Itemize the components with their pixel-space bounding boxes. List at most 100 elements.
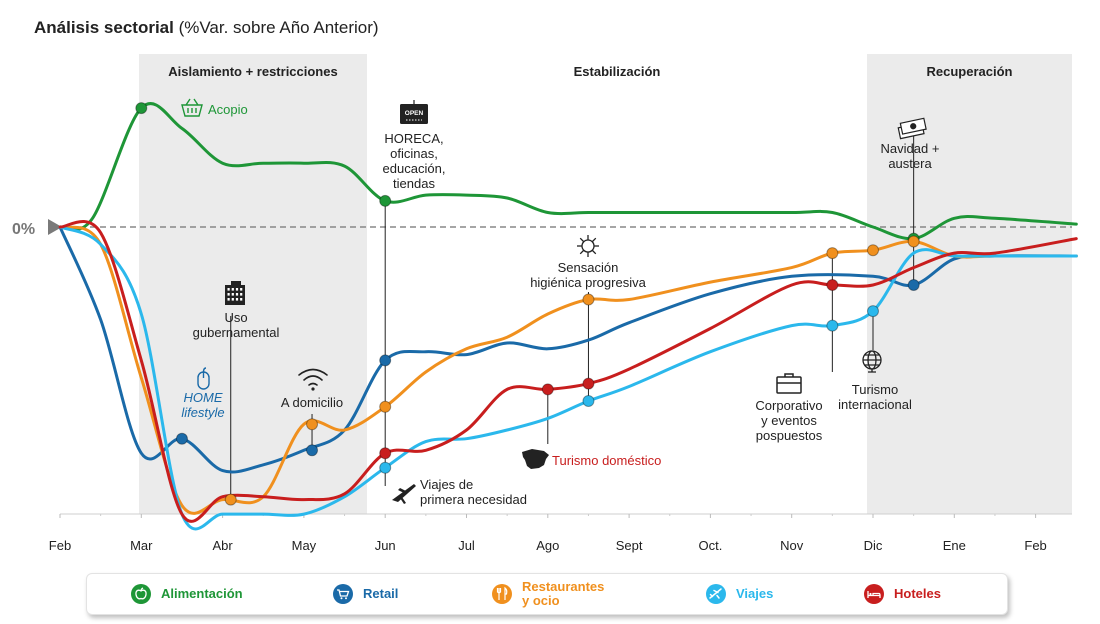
- wifi-arc-3: [308, 382, 318, 386]
- data-point: [582, 377, 595, 390]
- annotation-horeca-line: educación,: [383, 161, 446, 176]
- annotation-horeca-line: HORECA,: [384, 131, 443, 146]
- x-tick-label: Mar: [130, 538, 153, 553]
- legend-item-alimentacion: Alimentación: [131, 574, 243, 614]
- data-point: [135, 102, 148, 115]
- building-window: [235, 293, 239, 296]
- annotation-turismo-domestico: Turismo doméstico: [552, 453, 661, 468]
- spain-shape: [522, 449, 549, 469]
- briefcase-body: [776, 376, 802, 394]
- building-window: [227, 293, 230, 296]
- airplane-icon: [706, 584, 726, 604]
- legend-item-retail: Retail: [333, 574, 398, 614]
- data-point: [306, 418, 319, 431]
- building-window: [240, 288, 243, 291]
- data-point: [867, 305, 879, 318]
- building-window: [231, 298, 234, 301]
- wifi-icon: [298, 368, 328, 391]
- legend-label-restaurantes: Restaurantes y ocio: [522, 580, 604, 608]
- mouse-cable: [202, 367, 207, 373]
- annotation-turismo-internacional-line: internacional: [838, 397, 912, 412]
- legend-label-alimentacion: Alimentación: [161, 586, 243, 601]
- x-tick-label: Nov: [780, 538, 804, 553]
- chart-title: Análisis sectorial (%Var. sobre Año Ante…: [34, 18, 379, 38]
- bed-icon: [864, 584, 884, 604]
- annotation-corporativo-line: pospuestos: [756, 428, 823, 443]
- data-point: [379, 400, 392, 413]
- zero-label: 0%: [12, 221, 35, 238]
- annotation-corporativo-line: y eventos: [761, 413, 817, 428]
- annotation-corporativo: Corporativo y eventos pospuestos: [755, 398, 822, 443]
- fork-knife-icon: [492, 584, 512, 604]
- chart-title-rest: (%Var. sobre Año Anterior): [173, 18, 379, 37]
- data-point: [826, 319, 839, 332]
- open-sign-text: OPEN: [405, 110, 424, 117]
- annotation-connectors: [230, 136, 915, 500]
- annotation-viajes-primera-necesidad-line: primera necesidad: [420, 492, 527, 507]
- basket-icon: [181, 98, 203, 117]
- phase-shade-0: [139, 54, 367, 514]
- annotation-turismo-internacional: Turismo internacional: [838, 382, 912, 412]
- hygiene-icon-spike: [591, 237, 597, 243]
- annotation-viajes-primera-necesidad-line: Viajes de: [420, 477, 473, 492]
- mouse-icon: [197, 367, 210, 390]
- annotation-sensacion-higienica: Sensación higiénica progresiva: [530, 260, 646, 290]
- annotation-horeca: HORECA, oficinas, educación, tiendas: [383, 131, 446, 191]
- legend-item-viajes: Viajes: [706, 574, 773, 614]
- x-tick-label: Sept: [616, 538, 643, 553]
- data-point: [541, 383, 554, 396]
- annotation-home-lifestyle-line: HOME: [184, 390, 223, 405]
- annotation-sensacion-higienica-line: higiénica progresiva: [530, 275, 646, 290]
- briefcase-icon: [776, 373, 802, 394]
- x-tick-label: Dic: [864, 538, 883, 553]
- series-line-alimentacion: [58, 102, 1078, 241]
- data-point: [379, 447, 392, 460]
- legend-label-hoteles: Hoteles: [894, 586, 941, 601]
- annotation-horeca-line: oficinas,: [390, 146, 438, 161]
- series-markers: [135, 102, 920, 506]
- airplane-icon: [392, 484, 416, 504]
- annotation-navidad-austera-line: austera: [888, 156, 932, 171]
- money-icon: [897, 117, 927, 140]
- building-window: [235, 288, 239, 291]
- data-point: [907, 235, 920, 248]
- annotation-navidad-austera-line: Navidad +: [881, 141, 940, 156]
- x-tick-label: Abr: [212, 538, 233, 553]
- data-point: [379, 194, 392, 207]
- open-sign-board: [400, 104, 428, 124]
- data-point: [907, 279, 920, 291]
- annotation-navidad-austera: Navidad + austera: [881, 141, 940, 171]
- x-tick-label: Ene: [943, 538, 966, 553]
- data-point: [582, 293, 595, 306]
- data-point: [826, 279, 839, 291]
- annotation-horeca-line: tiendas: [393, 176, 435, 191]
- globe-icon: [862, 350, 882, 373]
- data-point: [224, 493, 237, 506]
- building-window: [231, 288, 234, 291]
- legend-label-restaurantes-line1: Restaurantes: [522, 579, 605, 594]
- wifi-arc-2: [303, 375, 323, 381]
- spain-map-icon: [522, 449, 549, 469]
- money-bill-center: [910, 123, 917, 130]
- annotation-home-lifestyle: HOME lifestyle: [181, 390, 224, 420]
- airplane-shape: [392, 484, 416, 504]
- data-point: [175, 432, 188, 445]
- x-tick-label: Oct.: [698, 538, 722, 553]
- hygiene-icon-spike: [579, 237, 585, 243]
- legend-item-hoteles: Hoteles: [864, 574, 941, 614]
- annotations: Acopio OPEN HORECA, oficinas, educación, tien…: [181, 98, 940, 507]
- annotation-turismo-internacional-line: Turismo: [852, 382, 898, 397]
- chart-title-bold: Análisis sectorial: [34, 18, 174, 37]
- building-window: [240, 293, 243, 296]
- building-shape: [225, 281, 245, 305]
- zero-arrow-icon: [48, 219, 62, 235]
- x-tick-label: Feb: [1024, 538, 1046, 553]
- wifi-arc-1: [298, 368, 328, 376]
- building-window: [240, 298, 243, 301]
- x-tick-label: Jul: [458, 538, 475, 553]
- series-line-hoteles: [58, 219, 1078, 523]
- briefcase-handle: [777, 373, 801, 384]
- data-point: [867, 244, 879, 257]
- legend-item-restaurantes: Restaurantes y ocio: [492, 574, 604, 614]
- building-window: [227, 298, 230, 301]
